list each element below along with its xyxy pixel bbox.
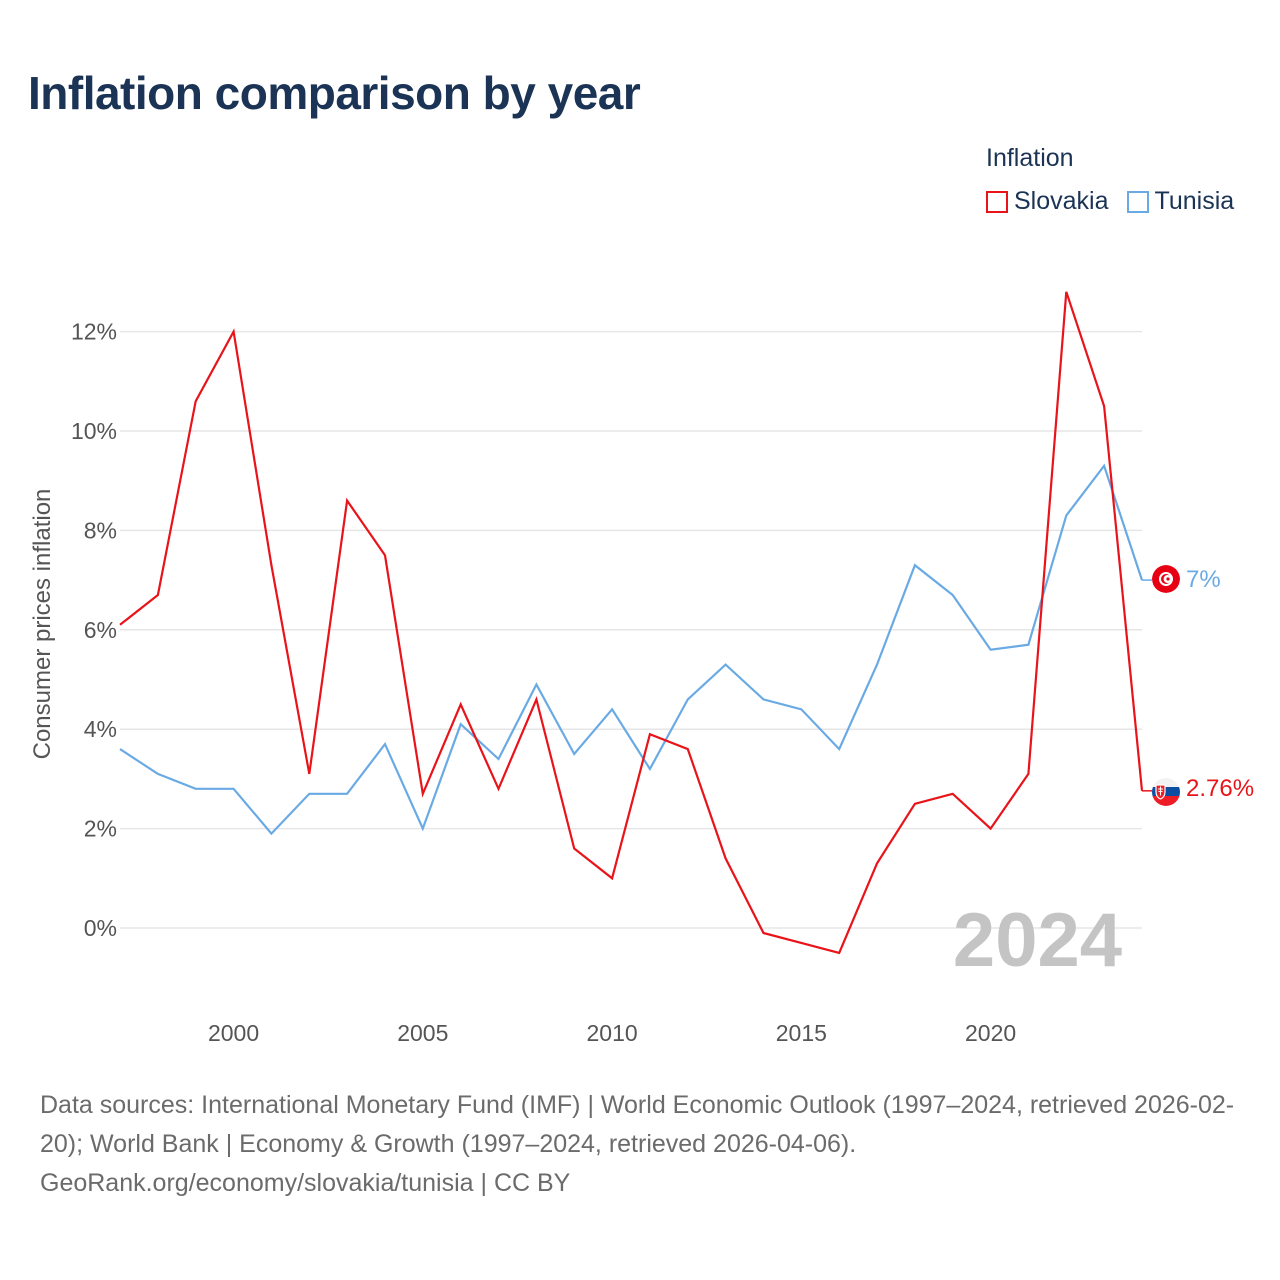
data-source-note: Data sources: International Monetary Fun…: [40, 1086, 1250, 1203]
source-link[interactable]: GeoRank.org/economy/slovakia/tunisia | C…: [40, 1169, 571, 1197]
x-tick-label: 2020: [965, 1020, 1016, 1046]
source-text: Data sources: International Monetary Fun…: [40, 1091, 1235, 1158]
y-tick-label: 4%: [84, 716, 117, 742]
x-tick-label: 2005: [397, 1020, 448, 1046]
slovakia-flag-icon: [1152, 778, 1180, 806]
y-axis-label: Consumer prices inflation: [29, 489, 56, 760]
current-year-watermark: 2024: [953, 898, 1122, 983]
y-tick-label: 6%: [84, 617, 117, 643]
legend-title: Inflation: [986, 144, 1074, 172]
legend-swatch-slovakia: [986, 190, 1008, 213]
legend-label-slovakia: Slovakia: [1014, 187, 1109, 215]
y-tick-label: 8%: [84, 517, 117, 543]
y-tick-label: 12%: [71, 319, 117, 345]
y-tick-label: 0%: [84, 915, 117, 941]
x-tick-label: 2015: [776, 1020, 827, 1046]
chart-title: Inflation comparison by year: [28, 67, 641, 119]
x-tick-label: 2000: [208, 1020, 259, 1046]
y-tick-label: 2%: [84, 816, 117, 842]
y-tick-label: 10%: [71, 418, 117, 444]
series-line-tunisia[interactable]: [119, 463, 1144, 836]
x-tick-label: 2010: [586, 1020, 637, 1046]
tunisia-flag-icon: [1152, 565, 1180, 593]
legend: Inflation Slovakia Tunisia: [986, 144, 1234, 216]
legend-item-slovakia[interactable]: Slovakia: [986, 187, 1109, 216]
legend-item-tunisia[interactable]: Tunisia: [1126, 187, 1235, 216]
tunisia-end-label: 7%: [1186, 566, 1221, 593]
series-line-slovakia[interactable]: [119, 291, 1144, 955]
slovakia-end-label: 2.76%: [1186, 775, 1254, 802]
legend-label-tunisia: Tunisia: [1154, 187, 1235, 215]
legend-swatch-tunisia: [1126, 190, 1149, 213]
